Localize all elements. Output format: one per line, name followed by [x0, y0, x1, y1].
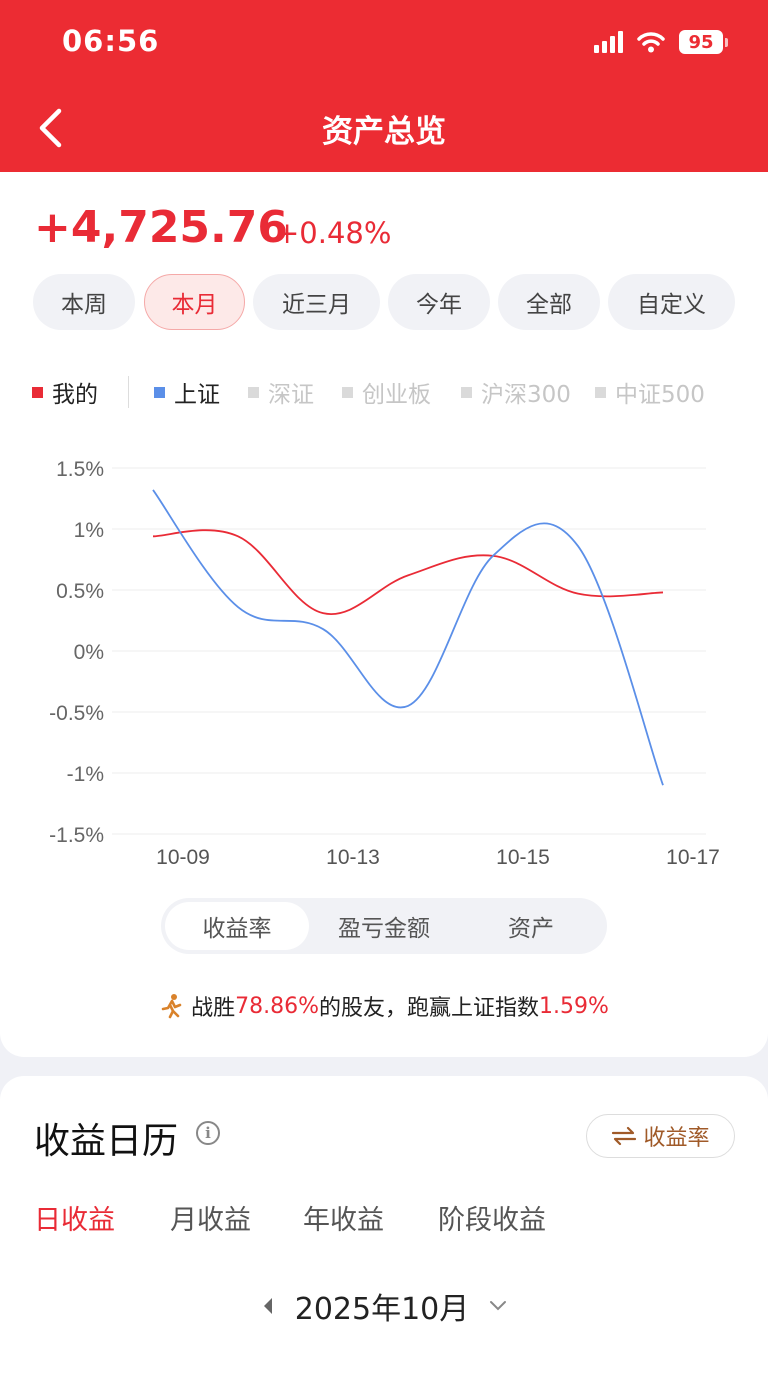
- prev-month-icon[interactable]: [261, 1296, 275, 1316]
- metric-segmented-control: 收益率 盈亏金额 资产: [161, 898, 607, 954]
- status-icons: 95: [594, 28, 728, 56]
- y-tick-label: 0.5%: [56, 580, 104, 603]
- return-chart[interactable]: 1.5% 1% 0.5% 0% -0.5% -1% -1.5% 10-09 10-13 10-1…: [0, 434, 768, 874]
- page-title: 资产总览: [322, 114, 446, 150]
- legend-swatch-icon: [154, 386, 165, 398]
- x-tick-label: 10-13: [326, 846, 380, 869]
- y-tick-label: -1%: [67, 763, 104, 786]
- tab-period-profit[interactable]: 阶段收益: [438, 1205, 546, 1236]
- calendar-title: 收益日历: [34, 1121, 179, 1162]
- y-tick-label: -1.5%: [49, 824, 104, 847]
- beat-prefix: 战胜: [191, 996, 236, 1021]
- series-line-mine: [152, 529, 664, 616]
- period-chip-week[interactable]: 本周: [33, 274, 135, 330]
- period-chip-all[interactable]: 全部: [498, 274, 600, 330]
- series-line-shanghai: [152, 489, 664, 786]
- battery-level: 95: [679, 30, 723, 54]
- segment-profit-amount[interactable]: 盈亏金额: [338, 916, 430, 942]
- y-tick-label: 1.5%: [56, 458, 104, 481]
- status-time: 06:56: [62, 24, 160, 58]
- legend-swatch-icon: [248, 386, 259, 398]
- beat-middle: 的股友，跑赢上证指数: [319, 996, 540, 1021]
- period-chip-custom[interactable]: 自定义: [608, 274, 735, 330]
- beat-summary: 战胜 78.86% 的股友，跑赢上证指数 1.59%: [0, 990, 768, 1022]
- current-month[interactable]: 2025年10月: [294, 1292, 470, 1327]
- legend-mine[interactable]: 我的: [32, 374, 98, 410]
- tab-daily-profit[interactable]: 日收益: [34, 1205, 115, 1236]
- y-tick-label: -0.5%: [49, 702, 104, 725]
- x-tick-label: 10-17: [666, 846, 720, 869]
- back-button[interactable]: [28, 100, 72, 156]
- chevron-down-icon[interactable]: [489, 1300, 507, 1312]
- rate-toggle-button[interactable]: 收益率: [586, 1114, 735, 1158]
- signal-icon: [594, 31, 623, 53]
- legend-csi500[interactable]: 中证500: [595, 374, 705, 410]
- legend-swatch-icon: [342, 386, 353, 398]
- battery-icon: 95: [679, 30, 728, 54]
- legend-swatch-icon: [595, 386, 606, 398]
- y-tick-label: 0%: [74, 641, 104, 664]
- period-chip-3months[interactable]: 近三月: [253, 274, 380, 330]
- x-tick-label: 10-09: [156, 846, 210, 869]
- legend-shenzhen[interactable]: 深证: [248, 374, 314, 410]
- legend-csi300[interactable]: 沪深300: [461, 374, 571, 410]
- swap-icon: [612, 1126, 637, 1146]
- tab-monthly-profit[interactable]: 月收益: [170, 1205, 251, 1236]
- month-selector: 2025年10月: [0, 1284, 768, 1328]
- runner-icon: [161, 994, 182, 1019]
- profit-amount: +4,725.76: [34, 202, 288, 253]
- profit-calendar-card: 收益日历 i 收益率 日收益 月收益 年收益 阶段收益 2025年10月: [0, 1076, 768, 1379]
- segment-assets[interactable]: 资产: [508, 916, 554, 942]
- overview-card: +4,725.76 +0.48% 本周 本月 近三月 今年 全部 自定义 我的 …: [0, 172, 768, 1057]
- x-tick-label: 10-15: [496, 846, 550, 869]
- beat-index-percent: 1.59%: [539, 993, 609, 1019]
- period-chip-year[interactable]: 今年: [388, 274, 490, 330]
- legend-swatch-icon: [461, 386, 472, 398]
- legend-swatch-icon: [32, 386, 43, 398]
- period-chip-month[interactable]: 本月: [144, 274, 245, 330]
- app-header: 06:56 95 资产总览: [0, 0, 768, 172]
- segment-return-rate[interactable]: 收益率: [165, 902, 309, 950]
- chart-legend: 我的 上证 深证 创业板 沪深300 中证500: [32, 374, 732, 410]
- beat-peer-percent: 78.86%: [235, 993, 319, 1019]
- legend-shanghai[interactable]: 上证: [154, 374, 220, 410]
- tab-yearly-profit[interactable]: 年收益: [303, 1205, 384, 1236]
- chevron-left-icon: [39, 108, 62, 148]
- y-tick-label: 1%: [74, 519, 104, 542]
- info-icon[interactable]: i: [196, 1121, 220, 1145]
- profit-percent: +0.48%: [275, 216, 392, 250]
- legend-chinext[interactable]: 创业板: [342, 374, 431, 410]
- legend-divider: [128, 376, 129, 408]
- wifi-icon: [637, 32, 665, 53]
